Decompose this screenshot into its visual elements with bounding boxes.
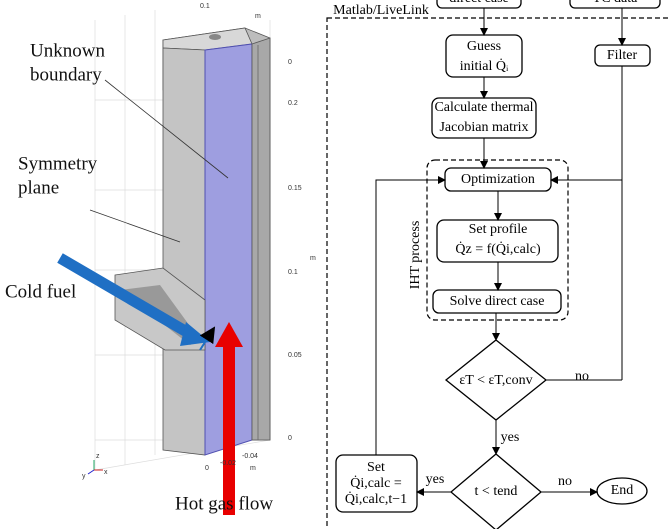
edge-label: no xyxy=(575,369,589,384)
axis-label: 0.1 xyxy=(288,269,298,276)
edge-label: yes xyxy=(501,430,520,445)
annotation: Hot gas flow xyxy=(175,493,273,514)
model-render xyxy=(60,10,270,515)
axis-label: x xyxy=(104,469,108,476)
axis-label: m xyxy=(250,465,256,472)
axis-label: 0 xyxy=(288,435,292,442)
axis-label: 0.05 xyxy=(288,352,302,359)
axis-label: m xyxy=(255,13,261,20)
node-label: direct case xyxy=(449,0,508,6)
edge-label: yes xyxy=(426,472,445,487)
node-label: t < tend xyxy=(475,484,518,499)
edge-label: no xyxy=(558,474,572,489)
node-label: Jacobian matrix xyxy=(439,120,528,135)
node-label: End xyxy=(611,483,634,498)
node-label: Set xyxy=(367,460,385,475)
node-label: Solve direct case xyxy=(450,294,545,309)
node-label: initial Q̇ᵢ xyxy=(460,58,509,75)
group-label: IHT process xyxy=(408,221,423,290)
axis-label: 0 xyxy=(288,59,292,66)
axis-label: -0.02 xyxy=(220,460,236,467)
annotation: plane xyxy=(18,177,59,198)
node-label: Q̇z = f(Q̇i,calc) xyxy=(455,241,541,258)
node-label: Filter xyxy=(607,48,638,63)
axis-label: 0.15 xyxy=(288,185,302,192)
axis-label: 0.1 xyxy=(200,3,210,10)
annotation: boundary xyxy=(30,64,102,85)
frame-label: Matlab/LiveLink xyxy=(333,3,429,18)
node-label: Calculate thermal xyxy=(434,100,533,115)
axis-label: 0.2 xyxy=(288,100,298,107)
annotation: Symmetry xyxy=(18,153,98,174)
node-label: εT < εT,conv xyxy=(459,373,532,388)
axis-label: -0.04 xyxy=(242,453,258,460)
axis-label: m xyxy=(310,255,316,262)
node-label: Optimization xyxy=(461,172,535,187)
figure: Unknown boundary Symmetry plane Cold fuel Hot… xyxy=(0,0,671,529)
node-label: TC data xyxy=(593,0,638,6)
axis-label: z xyxy=(96,453,100,460)
node-label: Guess xyxy=(467,39,501,54)
axis-label: y xyxy=(82,473,86,480)
annotation: Cold fuel xyxy=(5,281,76,302)
node-label: Set profile xyxy=(469,222,528,237)
axis-label: 0 xyxy=(205,465,209,472)
flowchart xyxy=(327,0,671,529)
annotation: Unknown xyxy=(30,40,105,61)
node-label: Q̇i,calc,t−1 xyxy=(345,491,407,508)
node-label: Q̇i,calc = xyxy=(350,475,402,492)
